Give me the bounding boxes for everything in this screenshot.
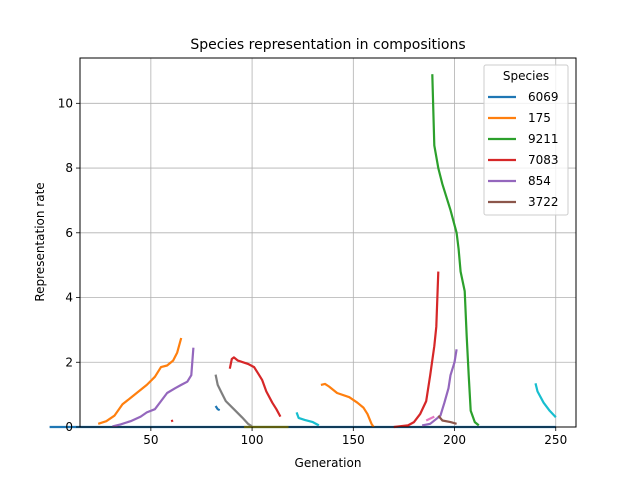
x-tick-label: 150: [342, 433, 365, 447]
y-axis-label: Representation rate: [33, 182, 47, 301]
legend-label-175: 175: [528, 111, 551, 125]
series-line-854: [421, 349, 458, 427]
legend: Species 6069 175 9211 7083 854 3722: [483, 64, 569, 216]
legend-title: Species: [503, 69, 549, 83]
x-tick-label: 50: [143, 433, 158, 447]
legend-box: [483, 64, 569, 216]
legend-label-3722: 3722: [528, 195, 559, 209]
legend-label-854: 854: [528, 174, 551, 188]
series-line-175: [320, 382, 375, 428]
chart-title: Species representation in compositions: [190, 37, 465, 53]
y-tick-label: 6: [65, 226, 73, 240]
y-tick-label: 0: [65, 420, 73, 434]
series-line-3722: [437, 414, 457, 425]
series-line-unlabeled: [534, 383, 557, 419]
series-line-unlabeled: [295, 412, 320, 427]
y-tick-label: 4: [65, 291, 73, 305]
legend-items: 6069 175 9211 7083 854 3722: [488, 90, 559, 209]
y-axis: 0 2 4 6 8 10: [58, 96, 80, 434]
y-tick-label: 8: [65, 161, 73, 175]
series-line-6069: [214, 405, 221, 412]
x-tick-label: 250: [544, 433, 567, 447]
series-line-7083: [393, 271, 440, 429]
legend-label-6069: 6069: [528, 90, 559, 104]
series-line-unlabeled: [214, 374, 253, 428]
x-axis-label: Generation: [295, 456, 362, 470]
series-line-854: [112, 347, 195, 428]
x-tick-label: 200: [443, 433, 466, 447]
x-axis: 50 100 150 200 250: [143, 427, 567, 447]
series-line-175: [97, 337, 183, 425]
x-tick-label: 100: [241, 433, 264, 447]
series-line-9211: [431, 74, 480, 427]
y-tick-label: 2: [65, 355, 73, 369]
series-line-unlabeled: [425, 415, 435, 422]
series-line-7083: [228, 356, 282, 418]
legend-label-7083: 7083: [528, 153, 559, 167]
plot-frame: [79, 57, 577, 428]
series-line-7083: [170, 419, 174, 423]
legend-label-9211: 9211: [528, 132, 559, 146]
y-tick-label: 10: [58, 96, 73, 110]
